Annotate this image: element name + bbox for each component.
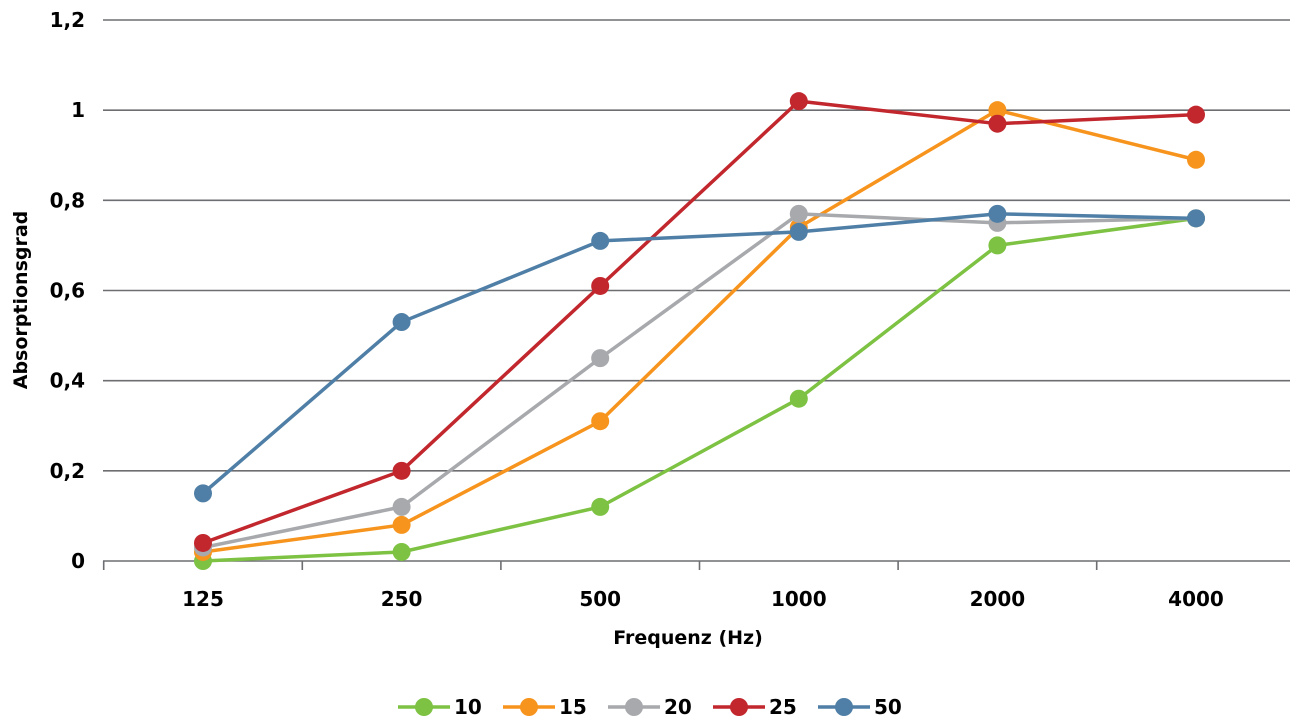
data-point: [988, 236, 1007, 255]
legend-marker: [415, 698, 433, 716]
y-tick-label: 0,4: [50, 369, 85, 393]
x-axis-ticks: 125 250 500 1000 2000 4000: [182, 587, 1224, 611]
legend-item: 50: [818, 695, 902, 719]
data-point: [1187, 105, 1205, 124]
data-point: [591, 349, 610, 368]
data-point: [988, 114, 1007, 133]
legend-marker: [625, 698, 643, 716]
y-tick-label: 0,6: [50, 279, 85, 303]
y-axis-ticks: 0 0,2 0,4 0,6 0,8 1 1,2: [50, 8, 85, 573]
y-tick-label: 0: [71, 549, 85, 573]
legend-label: 15: [559, 695, 587, 719]
data-point: [392, 313, 411, 332]
data-point: [789, 389, 808, 408]
legend-item: 25: [713, 695, 797, 719]
series-line: [201, 212, 1197, 495]
data-point: [789, 222, 808, 241]
x-tick-label: 125: [182, 587, 224, 611]
legend-marker: [730, 698, 748, 716]
series-layer: [194, 92, 1205, 570]
x-tick-label: 250: [381, 587, 423, 611]
series-line: [202, 108, 1197, 554]
legend-marker: [835, 698, 853, 716]
legend-label: 50: [874, 695, 902, 719]
series-line: [202, 99, 1197, 545]
y-tick-label: 0,2: [50, 459, 85, 483]
data-point: [591, 231, 610, 250]
x-tick-label: 1000: [771, 587, 827, 611]
data-point: [789, 92, 808, 111]
y-tick-label: 1,2: [50, 8, 85, 32]
series-line: [202, 216, 1197, 563]
data-point: [789, 204, 808, 223]
data-point: [988, 101, 1007, 120]
legend-label: 10: [454, 695, 482, 719]
grid-lines: [103, 19, 1290, 472]
data-point: [392, 515, 411, 534]
series-line: [202, 212, 1197, 550]
legend: 10 15 20 25 50: [398, 695, 902, 719]
y-tick-label: 0,8: [50, 188, 85, 212]
legend-marker: [520, 698, 538, 716]
x-tick-label: 2000: [970, 587, 1026, 611]
data-point: [194, 533, 212, 552]
series-50: [194, 204, 1205, 503]
data-point: [591, 412, 610, 431]
x-axis-title: Frequenz (Hz): [613, 627, 763, 649]
data-point: [591, 276, 610, 295]
x-tick-label: 4000: [1168, 587, 1224, 611]
legend-label: 25: [769, 695, 797, 719]
data-point: [1187, 209, 1205, 228]
data-point: [194, 484, 212, 503]
x-axis: [102, 560, 1290, 570]
data-point: [1187, 150, 1205, 169]
legend-item: 10: [398, 695, 482, 719]
legend-item: 15: [503, 695, 587, 719]
series-10: [194, 209, 1205, 570]
y-tick-label: 1: [71, 98, 85, 122]
data-point: [591, 497, 610, 516]
data-point: [392, 542, 411, 561]
legend-item: 20: [608, 695, 692, 719]
series-25: [194, 92, 1205, 552]
y-axis-title: Absorptionsgrad: [10, 211, 32, 390]
x-tick-label: 500: [579, 587, 621, 611]
legend-label: 20: [664, 695, 692, 719]
data-point: [392, 461, 411, 480]
data-point: [392, 497, 411, 516]
data-point: [988, 204, 1007, 223]
